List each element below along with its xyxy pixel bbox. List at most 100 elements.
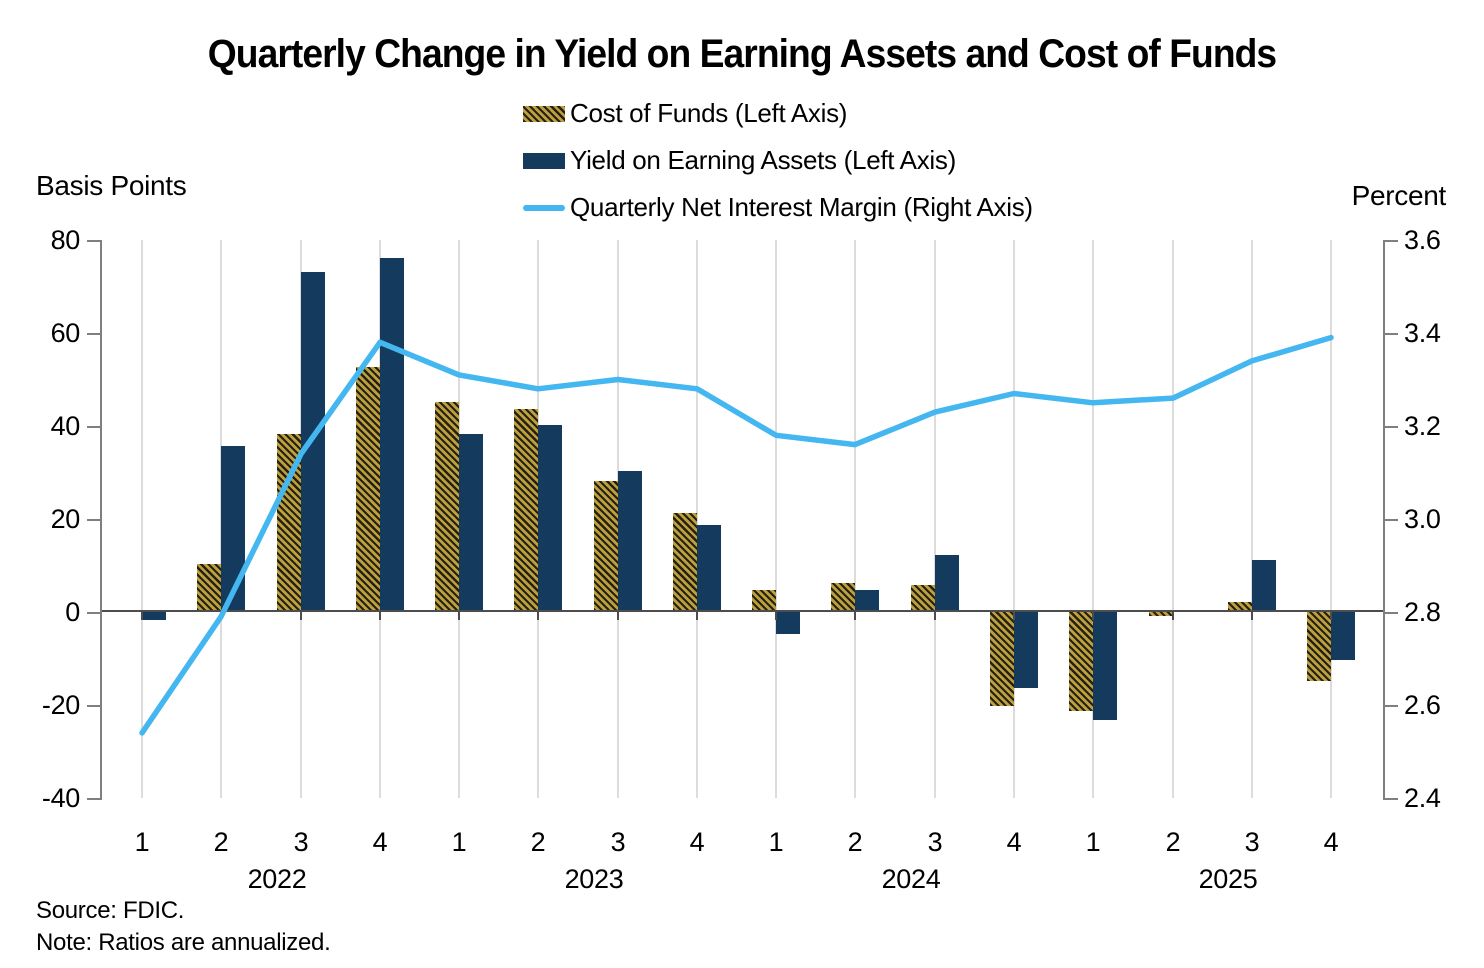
zero-axis-tick — [854, 612, 856, 620]
right-axis-tick-label: 3.0 — [1404, 504, 1441, 534]
yield-on-earning-assets-bar — [618, 471, 642, 611]
zero-axis-tick — [537, 612, 539, 620]
legend-label: Yield on Earning Assets (Left Axis) — [570, 145, 956, 175]
zero-axis-tick — [379, 612, 381, 620]
zero-axis-tick — [1172, 612, 1174, 620]
cost-of-funds-bar — [435, 402, 459, 611]
zero-axis-tick — [1013, 612, 1015, 620]
right-axis-tick — [1385, 426, 1398, 428]
quarter-label: 1 — [1085, 827, 1101, 857]
vertical-gridline — [1172, 240, 1174, 798]
right-axis-tick-label: 3.2 — [1404, 411, 1441, 441]
right-axis-tick-label: 2.4 — [1404, 783, 1441, 813]
right-axis-spine — [1383, 240, 1385, 800]
cost-of-funds-bar — [831, 583, 855, 611]
legend-item-yield: Yield on Earning Assets (Left Axis) — [523, 137, 1033, 184]
vertical-gridline — [775, 240, 777, 798]
right-axis-tick — [1385, 333, 1398, 335]
yield-on-earning-assets-bar — [935, 555, 959, 611]
zero-axis-tick — [617, 612, 619, 620]
nim-line-swatch-icon — [523, 204, 565, 211]
left-axis-tick-label: 20 — [50, 504, 81, 534]
quarter-label: 2 — [1165, 827, 1181, 857]
left-axis-tick-label: 80 — [50, 225, 81, 255]
yield-on-earning-assets-bar — [697, 525, 721, 611]
yield-on-earning-assets-bar — [1093, 611, 1117, 720]
legend: Cost of Funds (Left Axis) Yield on Earni… — [523, 90, 1033, 231]
left-axis-spine — [100, 240, 102, 800]
yield-on-earning-assets-bar — [538, 425, 562, 611]
legend-label: Cost of Funds (Left Axis) — [570, 98, 848, 128]
year-label: 2024 — [881, 864, 941, 894]
source-note: Source: FDIC. — [36, 897, 185, 924]
vertical-gridline — [934, 240, 936, 798]
left-axis-tick — [87, 519, 100, 521]
vertical-gridline — [141, 240, 143, 798]
quarter-label: 3 — [1244, 827, 1260, 857]
legend-label: Quarterly Net Interest Margin (Right Axi… — [570, 192, 1033, 222]
chart-title: Quarterly Change in Yield on Earning Ass… — [207, 32, 1277, 76]
yield-on-earning-assets-bar — [459, 434, 483, 611]
cost-of-funds-bar — [911, 585, 935, 611]
yield-on-earning-assets-bar — [855, 590, 879, 611]
cost-of-funds-bar — [752, 590, 776, 611]
yield-on-earning-assets-bar — [221, 446, 245, 611]
cost-of-funds-bar — [1069, 611, 1093, 711]
quarter-label: 4 — [1323, 827, 1339, 857]
left-axis-tick-label: -20 — [41, 690, 80, 720]
quarter-label: 1 — [134, 827, 150, 857]
yield-on-earning-assets-bar — [142, 611, 166, 620]
cost-of-funds-bar — [356, 367, 380, 611]
vertical-gridline — [1013, 240, 1015, 798]
left-axis-tick-label: -40 — [41, 783, 80, 813]
year-label: 2023 — [564, 864, 624, 894]
left-axis-tick — [87, 333, 100, 335]
right-axis-tick-label: 3.6 — [1404, 225, 1441, 255]
left-axis-tick — [87, 612, 100, 614]
zero-axis-tick — [458, 612, 460, 620]
cost-of-funds-swatch-icon — [523, 105, 565, 122]
zero-axis-tick — [1330, 612, 1332, 620]
quarter-label: 4 — [689, 827, 705, 857]
cost-of-funds-bar — [197, 564, 221, 611]
quarter-label: 1 — [768, 827, 784, 857]
yield-on-earning-assets-bar — [301, 272, 325, 611]
quarter-label: 2 — [847, 827, 863, 857]
year-label: 2025 — [1198, 864, 1258, 894]
quarter-label: 1 — [451, 827, 467, 857]
right-axis-title: Percent — [1351, 180, 1447, 211]
zero-axis-tick — [1092, 612, 1094, 620]
yield-on-earning-assets-bar — [1014, 611, 1038, 688]
cost-of-funds-bar — [673, 513, 697, 611]
cost-of-funds-bar — [594, 481, 618, 611]
right-axis-tick — [1385, 240, 1398, 242]
quarter-label: 4 — [372, 827, 388, 857]
cost-of-funds-bar — [277, 434, 301, 611]
quarter-label: 2 — [530, 827, 546, 857]
year-label: 2022 — [247, 864, 307, 894]
yield-swatch-icon — [523, 152, 565, 169]
quarter-label: 3 — [927, 827, 943, 857]
legend-item-cost-of-funds: Cost of Funds (Left Axis) — [523, 90, 1033, 137]
quarter-label: 3 — [610, 827, 626, 857]
cost-of-funds-bar — [1307, 611, 1331, 681]
left-axis-tick — [87, 798, 100, 800]
left-axis-tick — [87, 426, 100, 428]
vertical-gridline — [1251, 240, 1253, 798]
zero-axis-tick — [300, 612, 302, 620]
right-axis-tick — [1385, 798, 1398, 800]
yield-on-earning-assets-bar — [776, 611, 800, 634]
zero-axis-tick — [775, 612, 777, 620]
right-axis-tick-label: 2.8 — [1404, 597, 1441, 627]
left-axis-tick — [87, 705, 100, 707]
yield-on-earning-assets-bar — [1252, 560, 1276, 611]
cost-of-funds-bar — [514, 409, 538, 611]
legend-item-nim: Quarterly Net Interest Margin (Right Axi… — [523, 184, 1033, 231]
right-axis-tick — [1385, 612, 1398, 614]
zero-axis-tick — [1251, 612, 1253, 620]
zero-axis-tick — [141, 612, 143, 620]
quarter-label: 4 — [1006, 827, 1022, 857]
zero-axis-tick — [696, 612, 698, 620]
right-axis-tick-label: 2.6 — [1404, 690, 1441, 720]
